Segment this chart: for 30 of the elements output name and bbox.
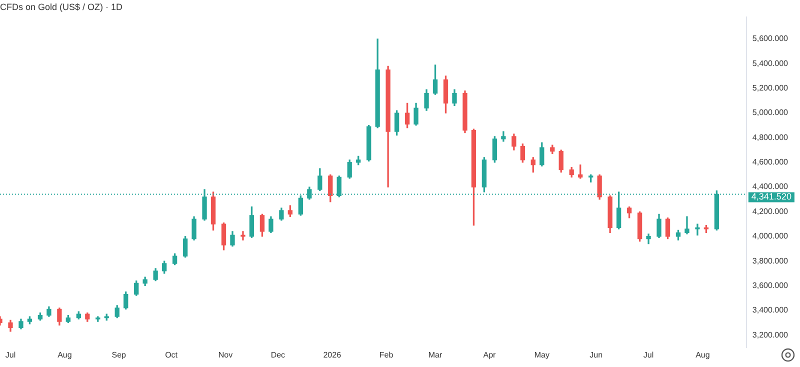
x-tick-label: Sep	[112, 350, 127, 360]
x-tick-label: Nov	[218, 350, 233, 360]
y-tick-label: 4,800.000	[752, 132, 789, 142]
y-tick-label: 3,400.000	[752, 306, 789, 315]
x-tick-label: Feb	[379, 350, 394, 360]
y-tick-label: 4,400.000	[752, 182, 789, 192]
x-tick-label: Apr	[483, 350, 496, 360]
x-tick-label: May	[534, 350, 550, 360]
x-tick-label: Jul	[5, 350, 16, 360]
y-tick-label: 5,000.000	[752, 108, 789, 118]
y-tick-label: 4,600.000	[752, 158, 789, 167]
y-tick-label: 4,000.000	[752, 232, 789, 241]
x-tick-label: Dec	[270, 350, 286, 360]
x-tick-label: Oct	[165, 350, 178, 360]
x-tick-label: Mar	[428, 350, 442, 360]
candlestick	[695, 224, 700, 236]
y-tick-label: 5,200.000	[752, 84, 789, 93]
x-tick-label: Jun	[590, 350, 603, 360]
x-tick-label: Aug	[696, 350, 710, 360]
y-tick-label: 4,200.000	[752, 206, 789, 216]
y-tick-label: 5,400.000	[752, 58, 789, 68]
ref-line-label: 4,341.520	[751, 192, 792, 202]
y-tick-label: 5,600.000	[752, 34, 789, 44]
x-tick-label: 2026	[323, 350, 342, 360]
x-tick-label: Aug	[58, 350, 72, 360]
y-tick-label: 3,200.000	[752, 330, 789, 340]
x-tick-label: Jul	[643, 350, 654, 360]
chart-title: CFDs on Gold (US$ / OZ) · 1D	[0, 2, 124, 12]
y-tick-label: 3,800.000	[752, 256, 789, 266]
y-tick-label: 3,600.000	[752, 280, 789, 290]
